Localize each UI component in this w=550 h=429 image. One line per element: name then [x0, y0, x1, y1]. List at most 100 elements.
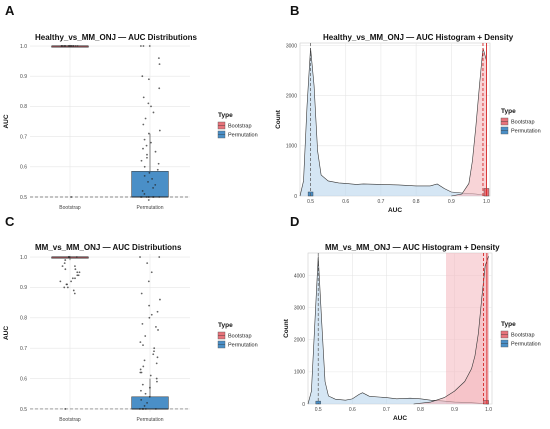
data-point — [150, 271, 153, 274]
legend-title: Type — [218, 112, 233, 119]
data-point — [152, 111, 155, 114]
x-tick-label: 0.8 — [413, 199, 420, 205]
data-point — [144, 117, 147, 120]
data-point — [59, 280, 62, 283]
legend-label-bootstrap: Bootstrap — [511, 333, 535, 339]
x-axis-label: AUC — [393, 415, 407, 422]
data-point — [148, 132, 150, 135]
data-point — [146, 401, 148, 404]
data-point — [156, 380, 158, 383]
x-tick-label: 0.9 — [448, 199, 455, 205]
y-tick-label: 0.5 — [20, 407, 27, 413]
x-tick-label: 1.0 — [485, 407, 492, 413]
y-tick-label: 0.9 — [20, 74, 27, 80]
data-point — [148, 45, 151, 47]
data-point — [157, 57, 160, 59]
y-tick-label: 1.0 — [20, 255, 27, 261]
data-point — [75, 256, 78, 258]
x-tick-label: 0.9 — [451, 407, 458, 413]
panel-title: Healthy_vs_MM_ONJ — AUC Histogram + Dens… — [323, 33, 514, 42]
panel-title: Healthy_vs_MM_ONJ — AUC Distributions — [35, 33, 198, 42]
data-point — [146, 156, 148, 159]
data-point — [62, 45, 64, 47]
x-tick-label: Bootstrap — [59, 205, 81, 211]
data-point — [153, 347, 156, 350]
data-point — [140, 159, 143, 162]
x-tick-label: 0.5 — [315, 407, 322, 413]
y-tick-label: 0.7 — [20, 134, 27, 140]
data-point — [139, 371, 142, 374]
data-point — [143, 405, 146, 407]
data-point — [64, 268, 67, 271]
y-tick-label: 3000 — [286, 43, 297, 49]
data-point — [151, 177, 153, 180]
data-point — [141, 322, 144, 325]
data-point — [157, 162, 160, 165]
data-point — [154, 184, 157, 186]
data-point — [145, 196, 148, 198]
density-line-bootstrap — [451, 47, 487, 197]
data-point — [143, 174, 146, 177]
density-line-permutation — [299, 47, 487, 197]
data-point — [139, 45, 142, 47]
data-point — [158, 63, 161, 66]
data-point — [157, 329, 159, 331]
hist-bar-bootstrap — [483, 400, 489, 405]
legend-label-permutation: Permutation — [511, 129, 541, 135]
data-point — [74, 277, 76, 280]
density-area-permutation — [300, 48, 487, 197]
data-point — [143, 138, 146, 141]
y-tick-label: 0.5 — [20, 195, 27, 201]
y-tick-label: 0.6 — [20, 376, 27, 382]
data-point — [148, 386, 151, 389]
y-tick-label: 3000 — [294, 305, 305, 311]
data-point — [147, 180, 149, 183]
data-point — [70, 196, 73, 198]
x-tick-label: 0.6 — [342, 199, 349, 205]
y-tick-label: 0.7 — [20, 346, 27, 352]
panel-title: MM_vs_MM_ONJ — AUC Histogram + Density — [325, 243, 500, 252]
data-point — [66, 286, 69, 289]
y-tick-label: 0 — [302, 402, 305, 408]
data-point — [155, 326, 157, 328]
data-point — [152, 196, 154, 198]
data-point — [142, 123, 145, 126]
data-point — [148, 316, 151, 319]
data-point — [78, 271, 81, 274]
data-point — [70, 45, 73, 47]
panel-letter: A — [5, 3, 15, 18]
x-tick-label: 0.5 — [307, 199, 314, 205]
data-point — [143, 165, 146, 168]
plot-border — [299, 42, 491, 197]
data-point — [139, 341, 142, 344]
legend-title: Type — [501, 108, 516, 115]
data-point — [140, 371, 143, 374]
panel-b: B Healthy_vs_MM_ONJ — AUC Histogram + Den… — [275, 3, 541, 214]
y-tick-label: 0.6 — [20, 165, 27, 171]
x-tick-label: 0.6 — [349, 407, 356, 413]
x-tick-label: Bootstrap — [59, 417, 81, 423]
data-point — [138, 408, 141, 410]
data-point — [148, 395, 151, 398]
data-point — [142, 344, 144, 347]
data-point — [74, 268, 77, 271]
data-point — [145, 144, 148, 147]
x-tick-label: 0.7 — [377, 199, 384, 205]
data-point — [141, 190, 144, 192]
data-point — [144, 392, 147, 395]
data-point — [139, 368, 142, 371]
data-point — [139, 196, 142, 198]
data-point — [147, 102, 150, 105]
data-point — [147, 280, 150, 283]
data-point — [156, 310, 159, 313]
data-point — [146, 153, 148, 156]
density-line-bootstrap — [413, 256, 489, 405]
data-point — [141, 383, 144, 386]
data-point — [148, 304, 151, 307]
data-point — [142, 408, 145, 410]
x-tick-label: 0.8 — [417, 407, 424, 413]
data-point — [153, 350, 155, 353]
box-permutation — [131, 171, 169, 198]
data-point — [64, 408, 67, 410]
y-axis-label: Count — [283, 318, 290, 338]
